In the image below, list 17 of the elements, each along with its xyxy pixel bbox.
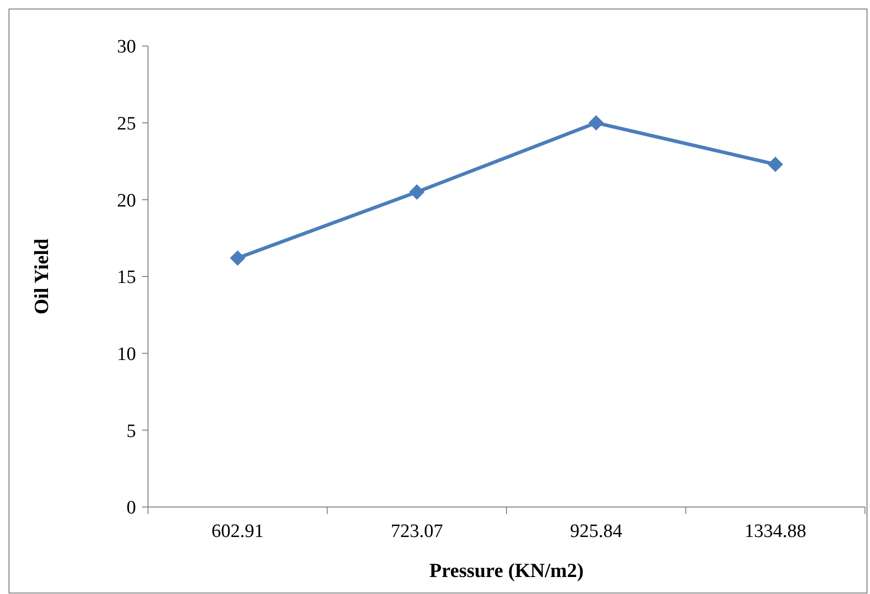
point <box>768 156 783 172</box>
y-tick-label: 25 <box>117 113 136 134</box>
y-tick-label: 20 <box>117 190 136 212</box>
y-tick-label: 5 <box>126 420 136 442</box>
x-tick-label: 602.91 <box>212 521 264 542</box>
x-tick-label: 925.84 <box>570 521 623 542</box>
y-tick-label: 15 <box>117 267 136 288</box>
point <box>588 115 604 130</box>
y-tick-label: 0 <box>126 498 136 519</box>
y-axis-title: Oil Yield <box>31 238 53 314</box>
x-tick-label: 723.07 <box>390 521 443 542</box>
y-tick-label: 30 <box>117 36 136 58</box>
point <box>230 250 246 266</box>
x-tick-label: 1334.88 <box>744 521 806 542</box>
y-tick-label: 10 <box>117 344 136 365</box>
x-axis-title: Pressure (KN/m2) <box>429 560 584 582</box>
point <box>409 184 424 200</box>
